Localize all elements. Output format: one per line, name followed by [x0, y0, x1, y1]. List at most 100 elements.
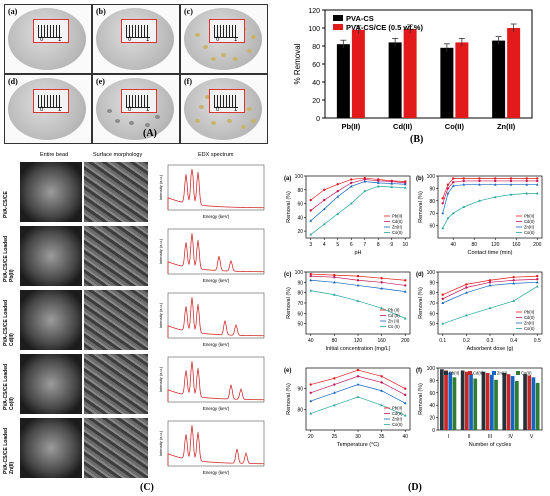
data-point	[377, 179, 380, 183]
y-tick-label: 60	[312, 62, 320, 69]
bar	[494, 379, 498, 430]
series-line	[310, 177, 406, 201]
y-axis-label: Removal (%)	[286, 191, 292, 223]
petri-dish-photo: 0 1 (b)	[92, 4, 180, 74]
edx-x-label: Energy (keV)	[203, 406, 230, 411]
x-tick-label: 25	[332, 434, 338, 440]
data-point	[488, 306, 492, 310]
ruler-scale	[214, 25, 238, 38]
edx-frame	[167, 420, 265, 467]
y-tick-label: 100	[295, 174, 304, 180]
legend-label: Pb(II)	[392, 214, 403, 219]
data-point	[512, 279, 515, 282]
data-point	[376, 181, 380, 184]
panel-a-label: (A)	[143, 128, 157, 139]
y-axis-label: Removal (%)	[418, 191, 424, 223]
data-point	[536, 278, 539, 281]
data-point	[478, 179, 481, 183]
data-point	[333, 275, 336, 279]
x-axis-label: Contact time (min)	[468, 250, 513, 256]
dish-tag: (e)	[96, 77, 105, 86]
y-axis-label: Removal (%)	[418, 287, 424, 319]
bead	[203, 45, 208, 49]
data-point	[309, 198, 312, 202]
column-header-entire-bead: Entire bead	[40, 152, 69, 158]
x-tick-label: 160	[377, 338, 386, 344]
x-tick-label: 35	[379, 434, 385, 440]
data-point	[390, 180, 393, 183]
sem-entire-bead-image	[20, 162, 82, 222]
data-point	[446, 191, 450, 195]
data-point	[441, 301, 445, 304]
subplot-c: 50 60 70 80 90 100 Removal (%) Initial concentr…	[284, 270, 411, 352]
bar	[507, 28, 521, 118]
y-tick-label: 60	[429, 391, 435, 397]
sem-row-label: PVA-CS/CE Loaded Cd(II)	[3, 299, 15, 346]
ruler-number: 1	[234, 107, 238, 113]
legend-label: Zn(II)	[524, 321, 535, 326]
bar	[440, 47, 454, 118]
legend-label: Cd(II)	[524, 315, 535, 320]
x-tick-label: Pb(II)	[342, 122, 361, 131]
data-point	[404, 279, 407, 282]
panel-b-label: (B)	[410, 134, 424, 145]
legend-label: Zn(II)	[497, 371, 508, 376]
x-tick-label: 40	[402, 434, 408, 440]
data-point	[350, 181, 353, 185]
x-tick-label: 8	[377, 242, 380, 248]
x-axis-label: Adsorbent dose (g)	[467, 346, 514, 352]
data-point	[356, 299, 360, 302]
data-point	[462, 179, 465, 183]
panel-d-label: (D)	[408, 482, 422, 493]
ruler-number: 0	[216, 37, 220, 43]
bar	[502, 372, 507, 430]
sem-entire-bead-image	[20, 354, 82, 414]
ruler-scale	[38, 25, 62, 38]
data-point	[356, 279, 360, 282]
legend-swatch	[516, 371, 520, 375]
bead	[221, 53, 226, 57]
legend-label: Pb(II)	[524, 310, 535, 315]
data-point	[380, 375, 383, 378]
data-point	[309, 233, 313, 236]
adsorption-plots-grid: 20 40 60 80 100 Removal (%) pH (a) 3 4 5 6 7 8 9 10 Pb(I…	[284, 174, 543, 448]
data-point	[309, 411, 313, 415]
data-point	[336, 189, 339, 193]
data-point	[309, 391, 312, 394]
data-point	[332, 391, 336, 394]
series-line	[310, 369, 406, 389]
data-point	[464, 291, 468, 294]
bar	[403, 28, 417, 118]
edx-spectrum: Energy (keV) Intensity (a.u.)	[158, 228, 265, 283]
y-tick-label: 0	[316, 116, 320, 123]
data-point	[493, 195, 497, 199]
data-point	[525, 191, 529, 195]
bead	[227, 119, 232, 123]
x-tick-label: 40	[450, 242, 456, 248]
bead	[251, 119, 256, 123]
x-tick-label: 4	[323, 242, 326, 248]
bead	[233, 57, 238, 61]
data-point	[536, 179, 539, 183]
legend-label: Co (II)	[388, 324, 400, 329]
subplot-tag: (f)	[416, 368, 422, 374]
dish-tag: (f)	[184, 77, 192, 86]
data-point	[535, 191, 539, 195]
y-tick-label: 70	[429, 301, 435, 307]
data-point	[332, 403, 336, 407]
data-point	[536, 177, 539, 180]
sem-entire-bead-image	[20, 290, 82, 350]
bar	[448, 372, 453, 430]
data-point	[363, 178, 366, 181]
ruler-number: 1	[58, 107, 62, 113]
y-tick-label: 100	[427, 174, 436, 180]
dish-tag: (a)	[8, 7, 18, 16]
x-tick-label: V	[530, 434, 534, 440]
data-point	[390, 185, 394, 189]
petri-dish-photo: 0 1 (d)	[4, 74, 92, 144]
legend-label: Co(II)	[392, 422, 403, 427]
y-tick-label: 100	[427, 366, 436, 372]
x-tick-label: 0.5	[534, 338, 541, 344]
y-tick-label: 50	[429, 322, 435, 328]
